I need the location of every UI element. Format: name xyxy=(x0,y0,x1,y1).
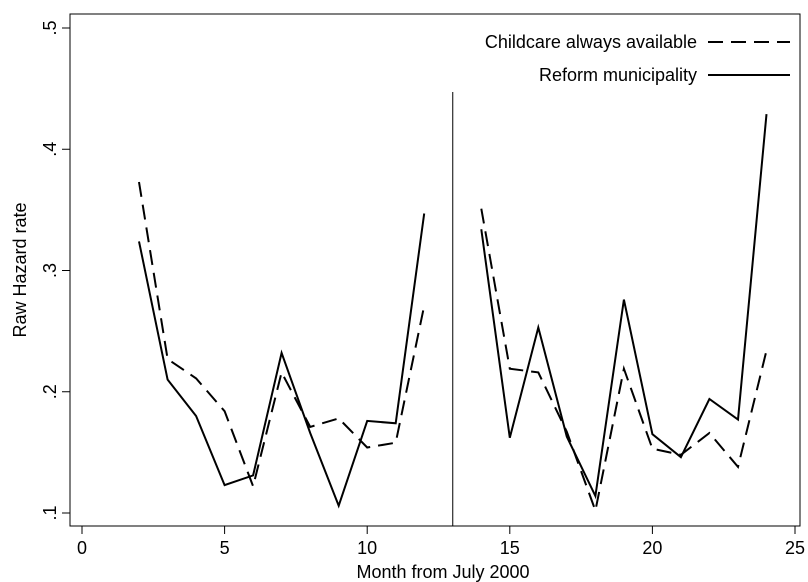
x-axis-title: Month from July 2000 xyxy=(356,562,529,582)
legend-label: Reform municipality xyxy=(539,65,697,85)
childcare-always-available-line-segment-2 xyxy=(480,208,768,515)
x-tick-label: 5 xyxy=(220,538,230,558)
reform-municipality-line-segment-2 xyxy=(480,114,768,500)
y-tick-label: .2 xyxy=(40,384,60,399)
legend: Childcare always available Reform municip… xyxy=(485,32,790,85)
childcare-always-available-line-segment-1 xyxy=(138,181,426,490)
x-tick-label: 0 xyxy=(77,538,87,558)
plot-frame xyxy=(69,13,801,527)
legend-label: Childcare always available xyxy=(485,32,697,52)
y-tick-label: .5 xyxy=(40,20,60,35)
axes: 0 5 10 15 20 25 .1 .2 .3 .4 .5 xyxy=(40,20,805,558)
y-tick-label: .3 xyxy=(40,263,60,278)
x-tick-label: 25 xyxy=(785,538,805,558)
y-tick-label: .1 xyxy=(40,505,60,520)
reform-municipality-line-segment-1 xyxy=(138,213,426,509)
series xyxy=(138,114,768,515)
x-tick-label: 20 xyxy=(642,538,662,558)
x-tick-label: 10 xyxy=(357,538,377,558)
x-tick-label: 15 xyxy=(500,538,520,558)
y-tick-label: .4 xyxy=(40,142,60,157)
y-axis-title: Raw Hazard rate xyxy=(10,202,30,337)
